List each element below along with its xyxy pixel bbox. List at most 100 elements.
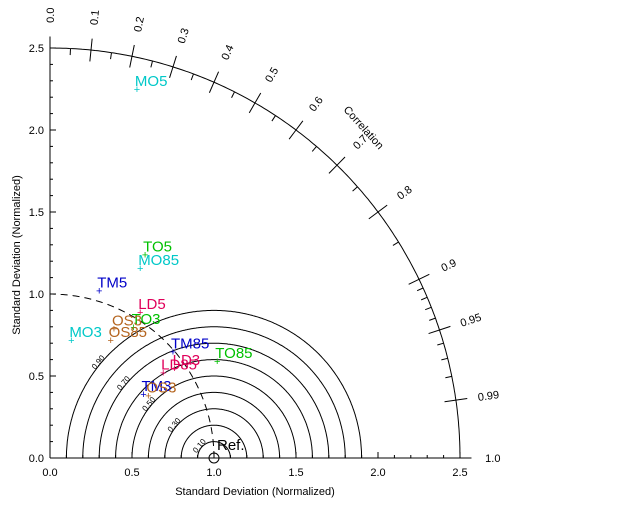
correlation-minor-tick — [231, 91, 235, 98]
correlation-tick — [213, 71, 220, 83]
point-marker: + — [134, 84, 140, 96]
reference-marker — [208, 452, 220, 464]
point-marker: + — [145, 391, 151, 403]
rms-contour — [131, 375, 297, 458]
correlation-tick — [444, 399, 456, 403]
point-label: TO5 — [143, 239, 172, 256]
y-tick-label: 2.5 — [29, 43, 44, 55]
correlation-minor-tick — [416, 287, 424, 292]
point-marker: + — [137, 307, 143, 319]
correlation-tick — [248, 102, 256, 114]
point-label: MO85 — [138, 252, 179, 269]
rms-contour — [147, 391, 281, 458]
point-label: LD85 — [161, 357, 197, 374]
point-marker: + — [68, 335, 74, 347]
correlation-tick — [131, 44, 135, 57]
rms-contour — [98, 342, 330, 458]
point-label: TM5 — [97, 275, 127, 292]
correlation-minor-tick — [420, 296, 428, 301]
correlation-minor-tick — [441, 357, 448, 361]
point-marker: + — [171, 363, 177, 375]
correlation-tick — [295, 120, 304, 131]
correlation-tick-label: 0.8 — [395, 184, 414, 203]
point-marker: + — [130, 322, 136, 334]
rms-contour — [197, 441, 231, 458]
reference-std-arc — [50, 293, 215, 458]
correlation-tick — [428, 329, 440, 335]
y-tick-label: 1.5 — [29, 207, 44, 219]
point-label: TM3 — [141, 378, 171, 395]
correlation-minor-tick — [445, 375, 452, 379]
point-marker: + — [137, 263, 143, 275]
point-label: LD3 — [173, 352, 201, 369]
point-label: OS3 — [112, 312, 142, 329]
correlation-tick-label: 0.2 — [132, 16, 147, 33]
rms-contour — [65, 309, 363, 458]
point-label: TM85 — [171, 335, 209, 352]
correlation-tick — [368, 211, 379, 220]
data-points: Ref.+MO5+TO5+MO85+TM5+LD5+TO3+OS3+MO3 +OS… — [68, 73, 253, 464]
correlation-axis: 0.0 0.1 0.20.30.40.50.60.70.80.90.950.991.… — [45, 8, 500, 465]
correlation-tick-label: 0.0 — [45, 8, 57, 23]
x-tick-label: 1.0 — [206, 467, 221, 479]
correlation-tick — [288, 129, 297, 140]
x-tick-label: 2.5 — [452, 467, 467, 479]
point-marker: + — [214, 356, 220, 368]
rms-contour — [115, 359, 313, 458]
correlation-minor-tick — [352, 186, 358, 192]
point-label: MO5 — [135, 73, 168, 90]
correlation-tick-label: 0.95 — [459, 312, 483, 330]
correlation-minor-tick — [190, 73, 194, 81]
rms-contour-label: 0.30 — [166, 416, 183, 434]
correlation-tick — [90, 38, 93, 51]
point-marker: + — [160, 368, 166, 380]
point-marker: + — [107, 335, 113, 347]
correlation-tick — [89, 50, 92, 62]
correlation-tick — [254, 92, 262, 104]
x-axis-label: Standard Deviation (Normalized) — [175, 486, 335, 498]
correlation-tick — [377, 204, 388, 213]
correlation-tick-label: 0.3 — [176, 27, 192, 45]
correlation-tick-label: 0.9 — [439, 257, 458, 274]
y-tick-label: 2.0 — [29, 125, 44, 137]
axes: 0.0 0.5 1.0 1.5 2.0 2.5 0.0 0.5 1.0 1.5 2.0 2.5 — [29, 43, 468, 479]
outer-arc — [50, 47, 461, 458]
correlation-tick — [208, 82, 215, 93]
rms-contour-label: 0.70 — [115, 374, 132, 392]
correlation-tick — [336, 156, 346, 166]
correlation-minor-tick — [150, 60, 153, 68]
point-label: LD5 — [138, 296, 166, 313]
correlation-tick-label: 0.1 — [89, 9, 102, 25]
y-tick-label: 0.5 — [29, 371, 44, 383]
x-tick-label: 0.0 — [42, 467, 57, 479]
x-tick-label: 2.0 — [370, 467, 385, 479]
correlation-tick-label: 1.0 — [485, 453, 500, 465]
point-marker: + — [142, 250, 148, 262]
correlation-tick-label: 0.99 — [477, 389, 500, 404]
rms-contour — [164, 408, 264, 458]
point-label: TO3 — [132, 311, 161, 328]
correlation-minor-tick — [425, 306, 432, 311]
rms-contour-label: 0.10 — [191, 437, 208, 455]
correlation-minor-tick — [429, 317, 436, 321]
point-marker: + — [96, 286, 102, 298]
correlation-minor-tick — [392, 241, 399, 246]
correlation-tick-label: 0.6 — [307, 95, 326, 114]
rms-contour — [180, 424, 248, 458]
correlation-minor-tick — [311, 146, 317, 152]
x-tick-label: 0.5 — [124, 467, 139, 479]
y-tick-label: 0.0 — [29, 453, 44, 465]
correlation-tick — [328, 164, 338, 174]
point-marker: + — [170, 346, 176, 358]
correlation-tick — [169, 66, 174, 78]
correlation-minor-tick — [271, 115, 276, 122]
point-marker: + — [140, 389, 146, 401]
correlation-tick — [408, 278, 420, 285]
point-marker: + — [111, 323, 117, 335]
point-label: MO3 — [69, 324, 102, 341]
correlation-tick — [172, 55, 177, 68]
x-tick-label: 1.5 — [288, 467, 303, 479]
y-tick-label: 1.0 — [29, 289, 44, 301]
reference-label: Ref. — [217, 437, 245, 454]
